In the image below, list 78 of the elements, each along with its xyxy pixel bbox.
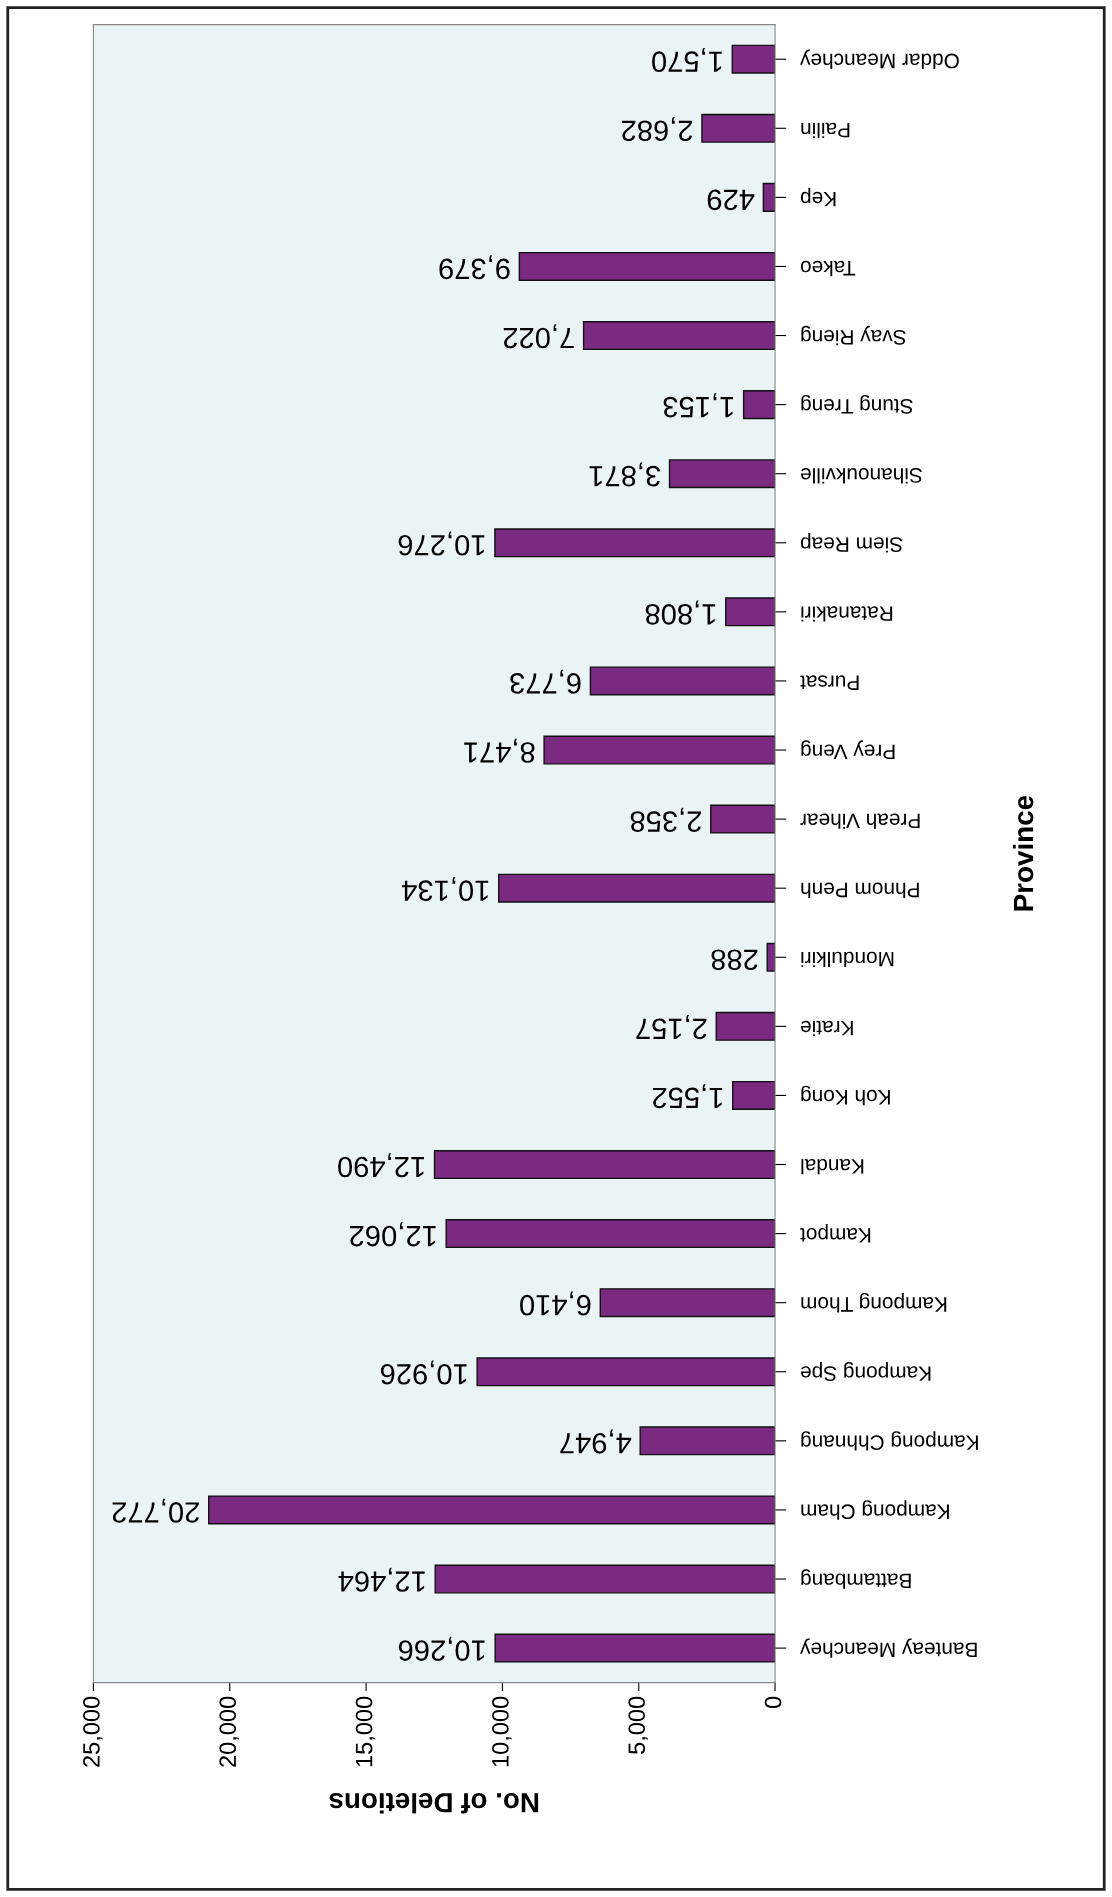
y-tick-label: Takeo xyxy=(800,260,856,277)
data-label: 2,157 xyxy=(636,1015,707,1040)
y-tick-label: Prey Veng xyxy=(801,740,895,759)
y-tick-label: Battambang xyxy=(801,1569,911,1589)
y-tick-label: Kampong Thom xyxy=(801,1292,947,1313)
x-tick-label: 10,000 xyxy=(492,1696,512,1767)
y-tick-label: Kandal xyxy=(801,1158,864,1175)
data-label: 1,570 xyxy=(652,47,722,73)
bar xyxy=(433,1150,776,1180)
bar xyxy=(445,1219,776,1249)
bar xyxy=(668,459,776,489)
y-axis-title: Province xyxy=(1012,795,1034,911)
data-label: 10,926 xyxy=(380,1360,467,1385)
y-tick-label: Siem Reap xyxy=(800,533,903,553)
data-label: 2,682 xyxy=(622,117,693,142)
data-label: 12,490 xyxy=(338,1153,424,1178)
data-label: 20,772 xyxy=(112,1498,199,1523)
y-tick-label: Kampot xyxy=(800,1223,871,1243)
y-tick-label: Preah Vihear xyxy=(800,813,920,829)
bar xyxy=(715,1011,776,1041)
y-tick-label: Kep xyxy=(800,187,836,207)
y-tick-label: Oddar Meanchey xyxy=(800,49,959,69)
data-label: 1,808 xyxy=(645,600,716,625)
y-tick-label: Koh Kong xyxy=(801,1085,890,1106)
bar xyxy=(543,735,776,765)
data-label: 10,134 xyxy=(402,876,489,902)
y-tick-label: Pursat xyxy=(800,675,859,690)
data-label: 8,471 xyxy=(464,738,535,763)
y-tick-label: Kampong Cham xyxy=(801,1500,949,1520)
data-label: 1,153 xyxy=(663,393,734,418)
bar xyxy=(742,390,776,420)
data-label: 10,276 xyxy=(398,531,485,556)
y-tick-label: Stung Treng xyxy=(801,394,913,414)
y-tick-label: Kampong Spe xyxy=(800,1362,931,1381)
data-label: 6,773 xyxy=(510,669,581,694)
x-tick-label: 20,000 xyxy=(219,1696,239,1767)
y-tick-label: Pailin xyxy=(801,122,850,138)
data-label: 1,552 xyxy=(652,1084,723,1109)
data-label: 7,022 xyxy=(503,324,574,349)
x-tick-label: 0 xyxy=(764,1696,782,1709)
x-tick-label: 25,000 xyxy=(83,1696,103,1767)
data-label: 12,062 xyxy=(350,1222,436,1247)
y-tick-label: Ratanakiri xyxy=(801,606,893,622)
bar xyxy=(434,1564,776,1594)
y-tick-label: Phnom Penh xyxy=(801,882,919,898)
bar xyxy=(710,804,776,834)
data-label: 6,410 xyxy=(520,1291,591,1316)
data-label: 429 xyxy=(707,189,755,211)
bar xyxy=(518,251,776,281)
data-label: 4,947 xyxy=(560,1429,632,1454)
data-label: 3,871 xyxy=(589,462,661,487)
y-tick-label: Sihanoukville xyxy=(800,468,922,484)
bar xyxy=(599,1288,776,1318)
bar xyxy=(498,873,776,903)
x-axis-title: No. of Deletions xyxy=(329,1792,539,1814)
bar xyxy=(582,321,776,351)
bar xyxy=(701,113,776,143)
data-label: 9,379 xyxy=(439,255,510,280)
data-label: 10,266 xyxy=(398,1636,485,1661)
bar xyxy=(731,44,776,74)
y-tick-label: Kampong Chhnang xyxy=(801,1431,978,1451)
bar xyxy=(732,1080,776,1110)
data-label: 12,464 xyxy=(338,1567,425,1592)
y-tick-label: Svay Rieng xyxy=(801,325,906,346)
bar xyxy=(494,528,776,558)
x-tick-label: 15,000 xyxy=(355,1696,376,1767)
bar xyxy=(494,1633,776,1663)
bar xyxy=(639,1426,776,1456)
y-tick-label: Mondulkiri xyxy=(801,951,894,967)
x-tick-label: 5,000 xyxy=(628,1696,648,1754)
bar xyxy=(589,666,776,696)
y-tick-label: Kratie xyxy=(800,1020,853,1037)
bar xyxy=(725,597,776,627)
bar xyxy=(476,1357,776,1387)
data-label: 288 xyxy=(711,949,758,971)
bar xyxy=(207,1495,776,1525)
data-label: 2,358 xyxy=(630,807,701,832)
y-tick-label: Banteay Meanchey xyxy=(800,1638,977,1658)
